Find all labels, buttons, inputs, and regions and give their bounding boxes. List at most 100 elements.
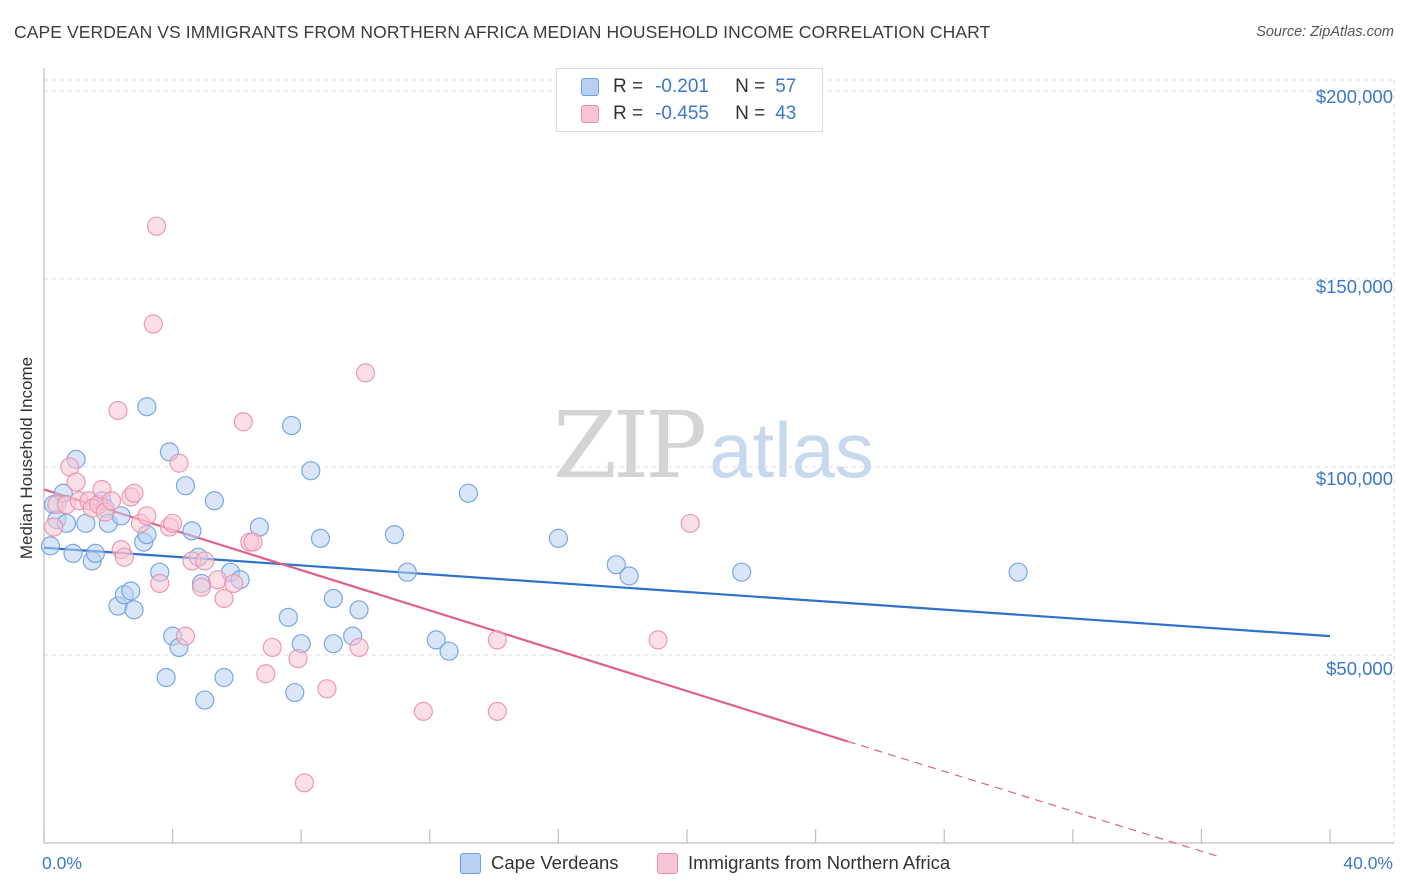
legend-n-value: 43 [775,103,797,124]
northern-africa-point [214,588,234,609]
series-name: Cape Verdeans [491,852,619,873]
cape-verdean-point [285,682,305,703]
legend-row-northern-africa: R = -0.455 N = 43 [581,102,796,126]
legend-row-cape-verdeans: R = -0.201 N = 57 [581,75,796,99]
y-axis-label: Median Household Income [17,356,36,560]
cape-verdean-point [301,461,321,481]
legend-r-value: -0.201 [655,76,709,97]
pink-trend-line [43,488,849,743]
northern-africa-point [487,630,507,650]
northern-africa-point [355,363,376,383]
cape-verdean-point [137,397,157,417]
cape-verdean-point [384,524,405,545]
northern-africa-point [224,573,244,594]
cape-verdean-point [439,641,459,661]
pink-swatch-icon [657,852,678,874]
northern-africa-point [487,701,507,721]
legend-n-label: N = [735,103,766,124]
northern-africa-point [294,773,315,793]
x-tick-label-min: 0.0% [42,853,82,873]
series-name: Immigrants from Northern Africa [688,852,951,873]
cape-verdean-point [278,607,298,627]
trend-lines [43,488,1331,857]
cape-verdean-point [195,690,215,710]
y-tick-label-150000: $150,000 [1315,276,1393,297]
northern-africa-point [108,400,128,421]
northern-africa-point [175,626,196,646]
pink-trend-line-extension [847,740,1218,857]
axes [43,68,1394,844]
northern-africa-point [243,532,263,552]
correlation-legend: R = -0.201 N = 57 R = -0.455 N = 43 [556,68,823,132]
cape-verdean-point [63,543,83,564]
cape-verdean-point [548,528,569,548]
cape-verdean-point [85,543,106,564]
northern-africa-point [256,664,276,684]
cape-verdean-point [175,476,196,496]
cape-verdean-point [40,536,61,556]
cape-verdean-point [458,483,478,503]
legend-n-label: N = [735,76,766,97]
x-tick-label-max: 40.0% [1343,853,1393,873]
watermark: ZIPatlas [553,400,874,492]
northern-africa-point [150,573,170,594]
cape-verdean-point [310,528,331,548]
northern-africa-point [169,453,189,473]
cape-verdean-point [214,667,234,688]
watermark-atlas: atlas [709,406,874,494]
northern-africa-point [233,412,253,432]
cape-verdean-point [323,588,343,609]
northern-africa-point [208,570,228,590]
northern-africa-point [137,506,157,526]
cape-verdean-point [182,521,202,541]
chart-title: CAPE VERDEAN VS IMMIGRANTS FROM NORTHERN… [14,22,991,42]
northern-africa-point [195,551,215,571]
northern-africa-point [163,513,183,533]
grid-lines [44,79,1395,843]
northern-africa-point [317,679,337,699]
watermark-zip: ZIP [553,392,707,499]
series-legend-northern-africa: Immigrants from Northern Africa [657,852,950,874]
northern-africa-point [191,577,212,597]
cape-verdean-point [204,491,224,511]
northern-africa-point [288,649,308,669]
cape-verdean-point [124,600,144,620]
y-tick-label-50000: $50,000 [1326,658,1393,679]
blue-swatch-icon [460,852,481,874]
northern-africa-point [66,472,86,492]
cape-verdean-point [619,566,639,586]
northern-africa-point [680,513,700,533]
cape-verdean-point [426,630,446,650]
northern-africa-point [648,630,668,650]
cape-verdean-point [349,600,369,620]
legend-r-value: -0.455 [655,103,709,124]
cape-verdean-point [121,581,141,601]
northern-africa-point [44,517,64,537]
data-points [40,216,1028,793]
cape-verdean-point [281,415,302,436]
pink-swatch-icon [581,105,599,123]
source-credit: Source: ZipAtlas.com [1256,24,1394,40]
northern-africa-point [413,701,433,721]
y-tick-label-200000: $200,000 [1315,86,1393,107]
cape-verdean-point [397,562,417,582]
cape-verdean-point [1008,562,1028,582]
cape-verdean-point [156,667,176,688]
legend-n-value: 57 [775,76,797,97]
cape-verdean-point [732,562,752,582]
series-legend-cape-verdeans: Cape Verdeans [460,852,619,874]
legend-r-label: R = [613,103,644,124]
blue-swatch-icon [581,78,599,96]
northern-africa-point [101,491,122,511]
legend-r-label: R = [613,76,644,97]
northern-africa-point [143,314,163,334]
y-tick-label-100000: $100,000 [1315,468,1393,489]
cape-verdean-point [606,555,626,575]
northern-africa-point [349,637,369,658]
cape-verdean-point [323,634,343,654]
blue-trend-line [43,546,1331,638]
northern-africa-point [262,637,282,658]
northern-africa-point [124,483,144,503]
northern-africa-point [114,547,134,567]
